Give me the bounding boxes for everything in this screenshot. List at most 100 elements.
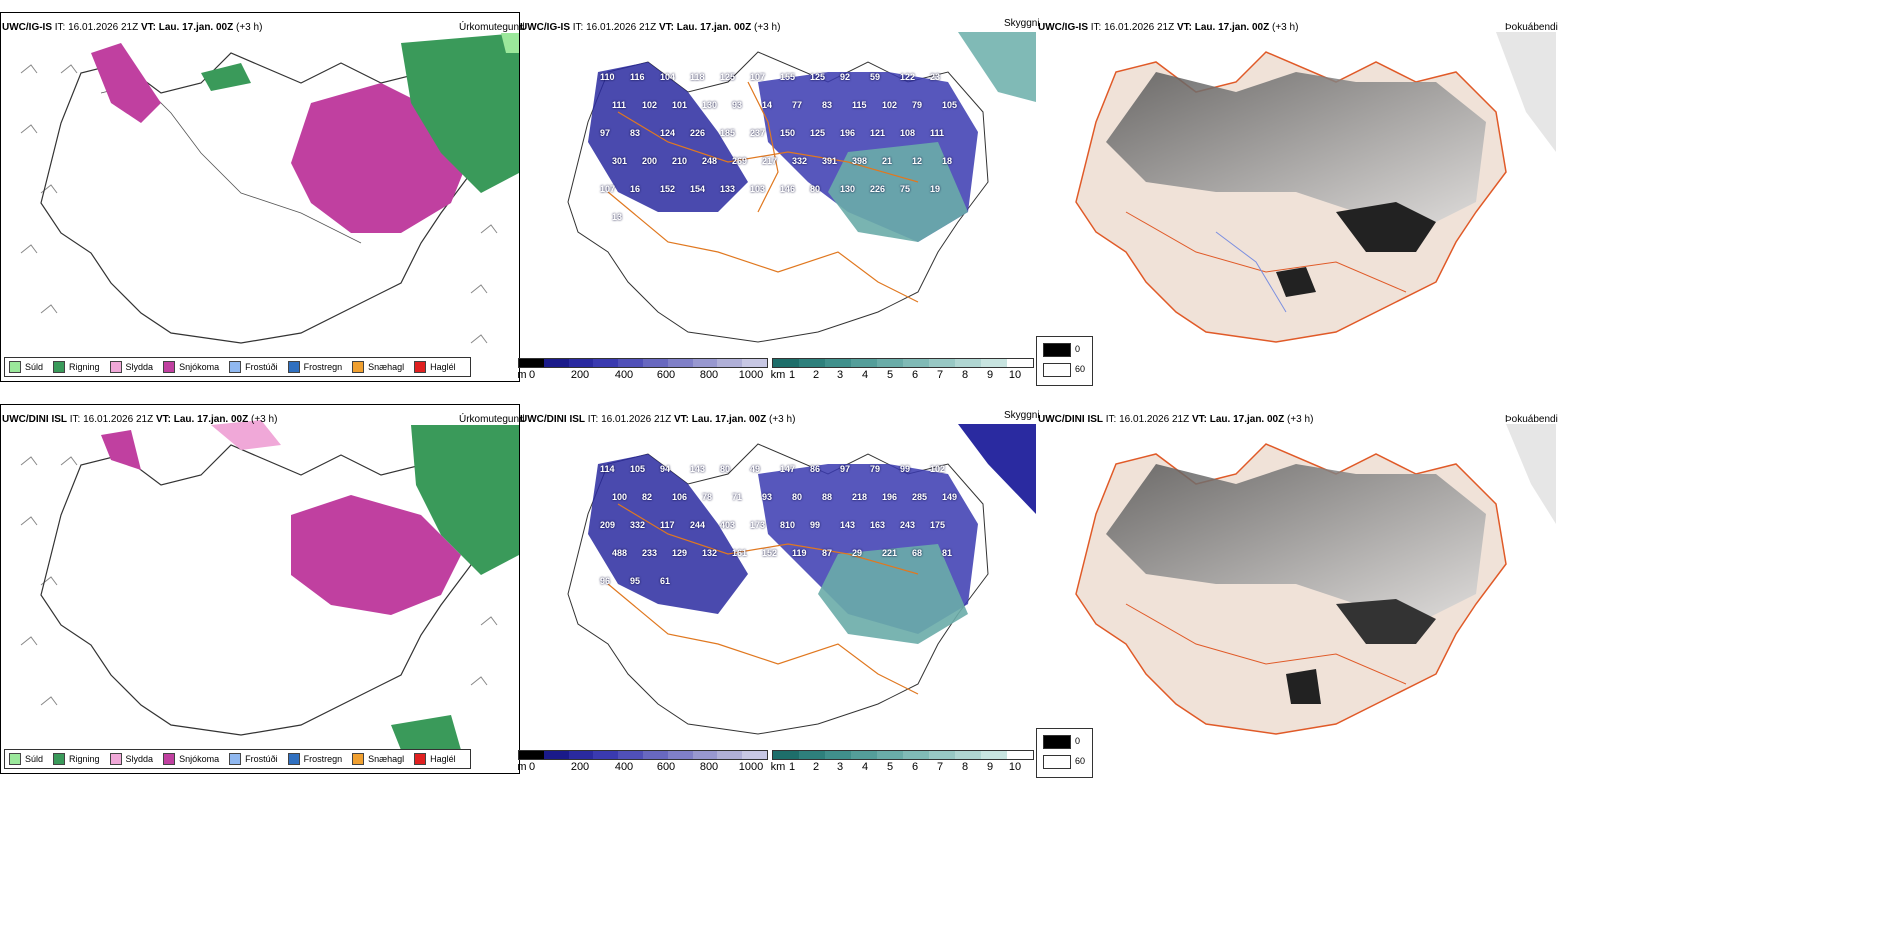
cloud-base-tick: 0 [528,761,536,773]
cloud-base-label: 18 [942,156,953,166]
fog-map-top [1075,32,1556,343]
cloud-base-label: 119 [792,548,807,558]
fog-legend-top: 0 60 [1036,336,1093,386]
cloud-base-label: 105 [630,464,646,474]
fog-legend-low: 60 [1075,756,1086,766]
cloud-base-label: 149 [942,492,958,502]
visibility-tick: 8 [961,369,969,381]
model-name: UWC/DINI ISL [520,414,585,425]
cloud-base-label: 200 [642,156,658,166]
cloud-base-label: 488 [612,548,628,558]
cloud-base-label: 111 [930,128,945,138]
visibility-panel-bottom [518,404,1036,772]
cloud-base-colorbar-top: m 0 200 400 600 800 1000 [517,358,768,382]
cloud-base-label: 332 [630,520,646,530]
cloud-base-label: 185 [720,128,736,138]
cloud-base-label: 196 [840,128,856,138]
cloud-base-label: 102 [642,100,658,110]
cloud-base-label: 147 [780,464,796,474]
cloud-base-label: 95 [630,576,641,586]
cloud-base-label: 21 [882,156,893,166]
cloud-base-label: 12 [912,156,923,166]
visibility-tick: 2 [812,369,820,381]
legend-label: Frostregn [303,754,343,764]
visibility-tick: 1 [788,369,796,381]
legend-label: Súld [25,362,44,372]
fog-legend-high: 0 [1075,736,1081,746]
cloud-base-label: 81 [942,548,953,558]
legend-label: Rigning [69,754,100,764]
cloud-base-label: 155 [780,72,796,82]
cloud-base-label: 49 [750,464,761,474]
cloud-base-label: 269 [732,156,748,166]
cloud-base-label: 80 [792,492,803,502]
cloud-base-label: 221 [882,548,898,558]
visibility-tick: 3 [836,369,844,381]
legend-label: Snæhagl [368,754,405,764]
cloud-base-label: 14 [762,100,773,110]
legend-label: Frostregn [303,362,343,372]
legend-label: Snæhagl [368,362,405,372]
cloud-base-tick: 800 [699,761,719,773]
legend-label: Súld [25,754,44,764]
vt-value: Lau. 17.jan. 00Z [676,22,752,33]
cloud-base-label: 132 [702,548,718,558]
cloud-base-label: 161 [732,548,748,558]
vt-label: VT: [673,414,689,425]
visibility-tick: 5 [886,369,894,381]
vt-label: VT: [1176,22,1192,33]
cloud-base-label: 61 [660,576,671,586]
visibility-tick: 10 [1008,369,1022,381]
fog-title-top: Þokuábendi [1505,22,1558,33]
visibility-tick: 3 [836,761,844,773]
cloud-base-label: 133 [720,184,736,194]
vt-label: VT: [658,22,674,33]
visibility-tick: 9 [986,761,994,773]
visibility-colorbar-bottom: km 1 2 3 4 5 6 7 8 9 10 [771,750,1034,774]
cloud-base-label: 102 [882,100,898,110]
fog-legend-low: 60 [1075,364,1086,374]
legend-label: Slydda [125,754,154,764]
model-name: UWC/IG-IS [1038,22,1088,33]
visibility-map-top [567,32,1036,343]
legend-label: Frostúði [245,362,278,372]
cloud-base-label: 99 [810,520,821,530]
visibility-unit: km [770,369,786,381]
visibility-title-top: Skyggni [1004,18,1040,29]
visibility-map-bottom [567,424,1036,735]
it-value: 16.01.2026 21Z [83,414,154,425]
cloud-base-label: 125 [810,128,826,138]
cloud-base-label: 107 [750,72,766,82]
cloud-base-label: 332 [792,156,808,166]
legend-swatch [229,753,242,765]
cloud-base-label: 398 [852,156,868,166]
cloud-base-label: 196 [882,492,898,502]
cloud-base-label: 163 [870,520,886,530]
cloud-base-label: 78 [702,492,713,502]
cloud-base-label: 285 [912,492,928,502]
cloud-base-tick: 1000 [738,369,764,381]
cloud-base-label: 130 [702,100,718,110]
cloud-base-label: 97 [600,128,611,138]
model-name: UWC/DINI ISL [1038,414,1103,425]
cloud-base-label: 108 [900,128,916,138]
cloud-base-label: 125 [720,72,736,82]
legend-swatch [414,361,427,373]
cloud-base-label: 154 [690,184,706,194]
cloud-base-label: 130 [840,184,856,194]
visibility-tick: 9 [986,369,994,381]
cloud-base-label: 121 [870,128,886,138]
it-value: 16.01.2026 21Z [586,22,657,33]
cloud-base-unit: m [517,761,527,773]
cloud-base-label: 226 [690,128,706,138]
cloud-base-label: 248 [702,156,718,166]
cloud-base-label: 391 [822,156,838,166]
cloud-base-label: 226 [870,184,886,194]
model-name: UWC/DINI ISL [2,414,67,425]
fog-legend-bottom: 0 60 [1036,728,1093,778]
cloud-base-label: 173 [750,520,766,530]
cloud-base-label: 29 [852,548,863,558]
vt-value: Lau. 17.jan. 00Z [158,22,234,33]
visibility-tick: 4 [861,761,869,773]
cloud-base-label: 107 [600,184,616,194]
